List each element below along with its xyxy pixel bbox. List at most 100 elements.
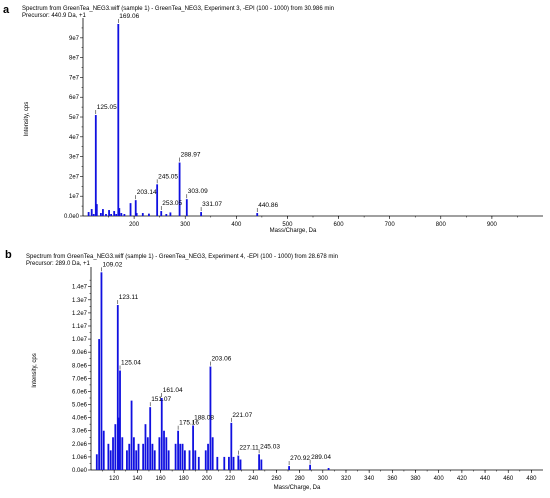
spectrum-peak bbox=[211, 437, 214, 470]
spectrum-peak bbox=[99, 213, 102, 216]
peak-label: 227.11 bbox=[239, 445, 259, 452]
y-tick-label: 3.0e6 bbox=[72, 429, 88, 435]
spectrum-peak bbox=[135, 450, 138, 470]
peak-label: 123.11 bbox=[119, 294, 139, 301]
y-tick-label: 5.0e6 bbox=[72, 403, 88, 409]
spectrum-peak bbox=[228, 456, 230, 470]
spectrum-peak bbox=[141, 213, 144, 216]
x-tick-label: 380 bbox=[411, 476, 422, 482]
panel-a-subtitle: Precursor: 440.9 Da, +1 bbox=[22, 13, 86, 19]
spectrum-peak bbox=[117, 417, 120, 470]
spectrum-peak bbox=[256, 213, 259, 216]
spectrum-peak bbox=[87, 212, 90, 216]
spectrum-peak bbox=[108, 210, 110, 216]
spectrum-peak bbox=[158, 437, 161, 470]
panel-a-title: Spectrum from GreenTea_NEG3.wiff (sample… bbox=[22, 6, 335, 12]
x-tick-label: 280 bbox=[295, 476, 306, 482]
spectrum-peak bbox=[183, 450, 186, 470]
x-tick-label: 140 bbox=[132, 476, 143, 482]
panel-a-spectrum: 0.0e0 1e7 2e7 3e7 4e7 5e7 6e7 7e7 8e7 9e7 200 300 40… bbox=[24, 13, 543, 234]
spectrum-peak bbox=[132, 437, 135, 470]
y-tick-label: 9.0e6 bbox=[72, 350, 88, 356]
spectrum-peak bbox=[128, 443, 131, 470]
x-tick-label: 120 bbox=[109, 476, 120, 482]
y-tick-label: 4e7 bbox=[69, 135, 80, 141]
spectrum-peak bbox=[149, 407, 152, 470]
panel-b-letter: b bbox=[5, 249, 12, 261]
spectrum-peak bbox=[90, 209, 93, 216]
y-tick-label: 5e7 bbox=[69, 115, 80, 121]
x-tick-label: 340 bbox=[364, 476, 375, 482]
spectrum-peak bbox=[109, 450, 112, 470]
y-tick-label: 8e7 bbox=[69, 56, 80, 62]
spectrum-peak bbox=[178, 162, 181, 216]
spectrum-peak bbox=[167, 450, 170, 470]
spectrum-peak bbox=[142, 443, 145, 470]
peak-label: 125.05 bbox=[97, 104, 117, 111]
spectrum-peak bbox=[239, 459, 242, 470]
spectrum-peak bbox=[151, 443, 154, 470]
spectrum-peak bbox=[179, 443, 182, 470]
spectrum-peak bbox=[126, 450, 128, 470]
y-tick-label: 1.0e6 bbox=[72, 455, 88, 461]
y-tick-label: 1.0e7 bbox=[72, 337, 88, 343]
spectrum-peak bbox=[258, 454, 260, 470]
spectrum-peak bbox=[113, 211, 116, 216]
spectrum-peak bbox=[177, 430, 180, 470]
peak-label: 245.05 bbox=[158, 173, 178, 180]
spectrum-peak bbox=[160, 211, 163, 216]
spectrum-peak bbox=[105, 214, 107, 216]
peak-label: 288.97 bbox=[181, 152, 201, 159]
spectrum-peak bbox=[192, 425, 194, 470]
peak-label: 161.04 bbox=[163, 387, 183, 394]
spectrum-peak bbox=[95, 454, 98, 470]
panel-b-subtitle: Precursor: 289.0 Da, +1 bbox=[26, 261, 90, 267]
peak-label: 109.02 bbox=[102, 261, 122, 268]
x-tick-label: 320 bbox=[341, 476, 352, 482]
peak-label: 440.86 bbox=[258, 202, 278, 209]
spectrum-peak bbox=[110, 214, 113, 216]
spectrum-peak bbox=[95, 204, 98, 216]
x-tick-label: 700 bbox=[385, 222, 396, 228]
y-tick-label: 7e7 bbox=[69, 75, 80, 81]
spectrum-peak bbox=[156, 184, 159, 216]
peak-label: 303.09 bbox=[188, 188, 208, 195]
x-tick-label: 500 bbox=[282, 222, 293, 228]
x-tick-label: 220 bbox=[225, 476, 236, 482]
spectrum-peak bbox=[288, 466, 290, 470]
spectrum-peak bbox=[98, 339, 101, 470]
spectrum-peak bbox=[102, 430, 105, 470]
peak-label: 221.07 bbox=[232, 412, 252, 419]
y-tick-label: 1e7 bbox=[69, 194, 80, 200]
spectrum-peak bbox=[230, 422, 233, 470]
x-tick-label: 300 bbox=[318, 476, 329, 482]
x-tick-label: 420 bbox=[457, 476, 468, 482]
spectrum-peak bbox=[121, 437, 124, 470]
spectrum-peak bbox=[185, 199, 188, 216]
spectrum-peak bbox=[148, 213, 150, 216]
x-tick-label: 180 bbox=[179, 476, 190, 482]
spectrum-peak bbox=[118, 208, 121, 216]
y-tick-label: 8.0e6 bbox=[72, 363, 88, 369]
spectrum-peak bbox=[232, 456, 235, 470]
spectrum-peak bbox=[92, 214, 95, 216]
spectrum-peak bbox=[163, 430, 165, 470]
spectrum-peak bbox=[216, 456, 219, 470]
y-tick-label: 6e7 bbox=[69, 95, 80, 101]
peak-label: 125.04 bbox=[121, 360, 141, 367]
spectrum-peak bbox=[116, 305, 119, 470]
x-tick-label: 600 bbox=[334, 222, 345, 228]
spectrum-peak bbox=[134, 200, 137, 216]
x-tick-label: 200 bbox=[202, 476, 213, 482]
x-tick-label: 460 bbox=[503, 476, 514, 482]
spectrum-peak bbox=[94, 115, 97, 216]
peak-label: 253.05 bbox=[162, 200, 182, 207]
peak-label: 151.07 bbox=[151, 396, 171, 403]
panel-a-letter: a bbox=[3, 4, 10, 16]
spectrum-peak bbox=[117, 23, 120, 217]
x-tick-label: 300 bbox=[180, 222, 191, 228]
x-tick-label: 480 bbox=[526, 476, 537, 482]
spectrum-peak bbox=[174, 443, 177, 470]
spectrum-peak bbox=[130, 400, 133, 470]
spectrum-peak bbox=[114, 424, 117, 470]
